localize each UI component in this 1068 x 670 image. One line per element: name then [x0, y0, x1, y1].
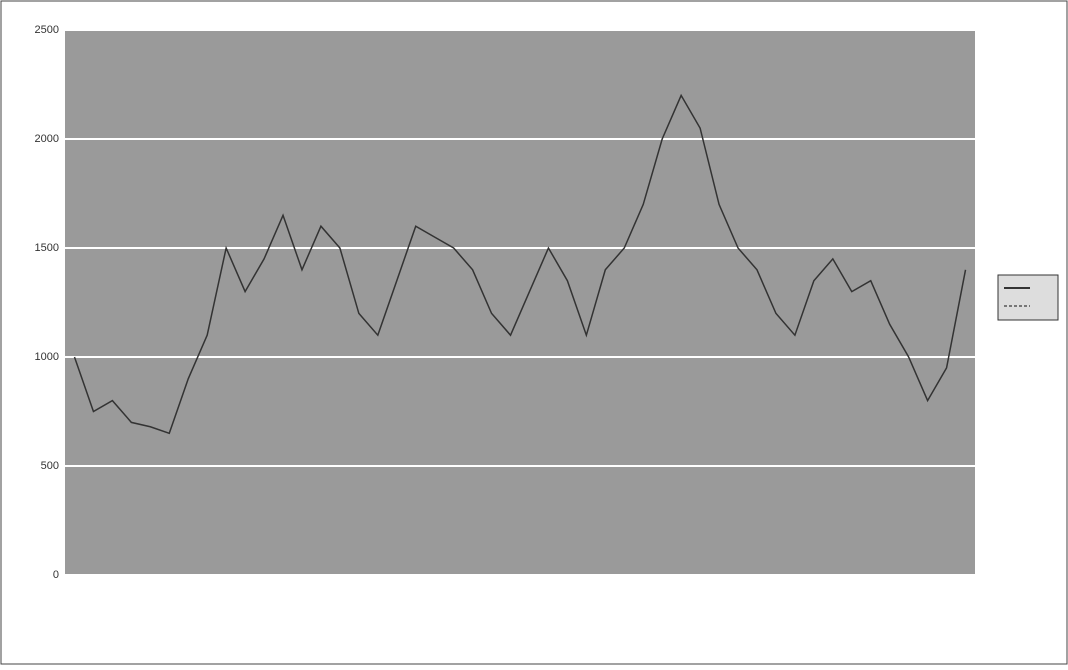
- y-tick-label: 2500: [35, 24, 59, 36]
- y-tick-label: 500: [41, 460, 59, 472]
- page: {"chart_data": {"type": "line", "categor…: [0, 0, 1068, 670]
- chart: 0 500 1000 1500 2000 2500: [0, 0, 1068, 665]
- plot-area: [65, 30, 975, 575]
- y-tick-label: 1500: [35, 242, 59, 254]
- y-tick-label: 1000: [35, 351, 59, 363]
- y-tick-label: 0: [53, 569, 59, 581]
- legend: [998, 275, 1058, 320]
- y-tick-label: 2000: [35, 133, 59, 145]
